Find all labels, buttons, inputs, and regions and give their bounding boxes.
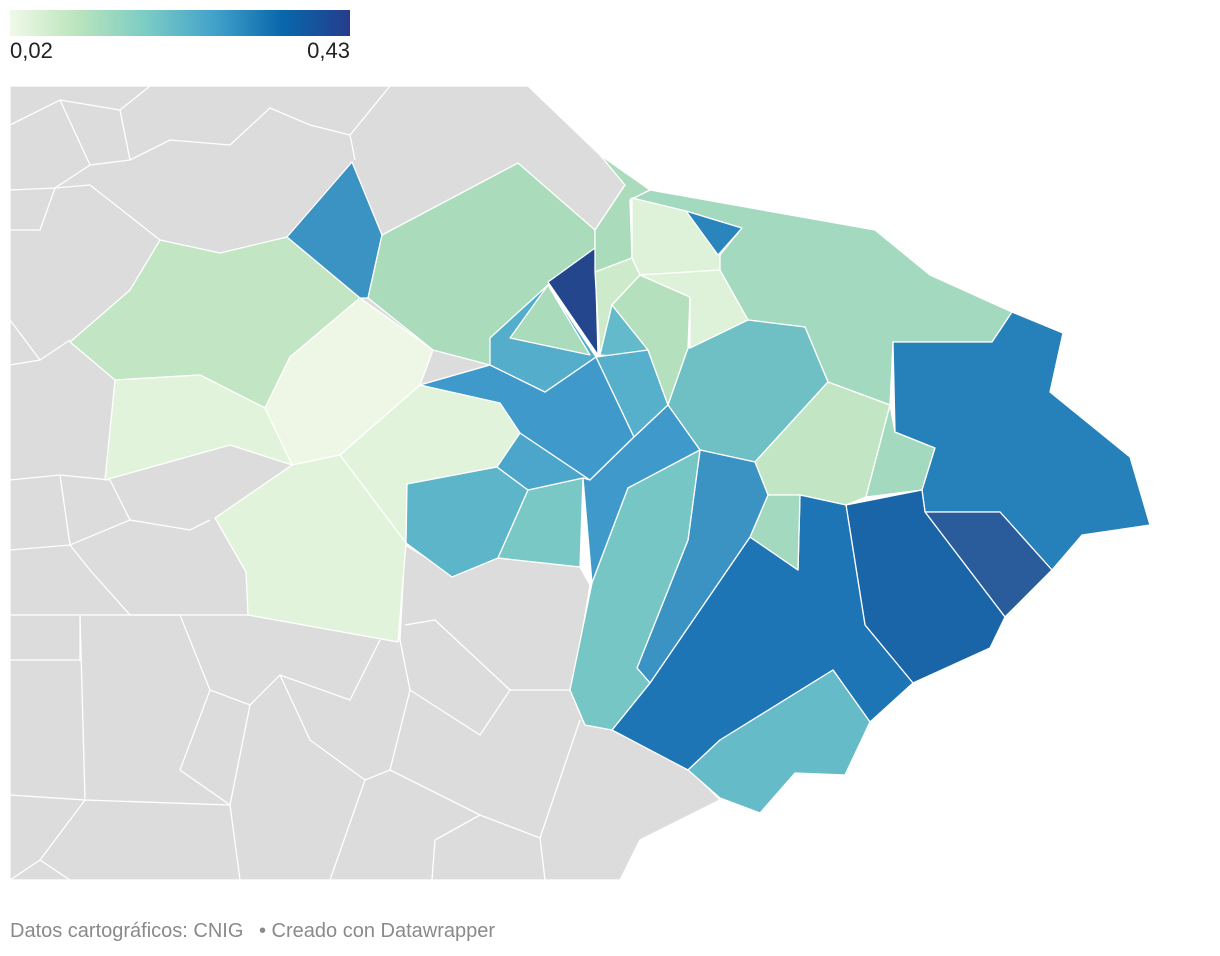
legend-color-scale bbox=[10, 10, 350, 36]
map-legend: 0,02 0,43 bbox=[10, 10, 350, 64]
map-footer: Datos cartográficos: CNIG • Creado con D… bbox=[10, 920, 495, 943]
region[interactable] bbox=[569, 449, 701, 731]
region[interactable] bbox=[509, 284, 591, 356]
region-no-data-borders bbox=[9, 85, 581, 881]
legend-min-label: 0,02 bbox=[10, 38, 53, 63]
legend-max-label: 0,43 bbox=[307, 38, 350, 63]
region[interactable] bbox=[214, 454, 407, 643]
legend-labels: 0,02 0,43 bbox=[10, 36, 350, 64]
region[interactable] bbox=[892, 311, 1151, 571]
region-layer-data bbox=[69, 154, 1151, 814]
footer-source: Datos cartográficos: CNIG bbox=[10, 920, 244, 942]
region[interactable] bbox=[687, 669, 871, 814]
choropleth-map bbox=[9, 85, 1151, 881]
footer-credit: • Creado con Datawrapper bbox=[258, 920, 495, 942]
